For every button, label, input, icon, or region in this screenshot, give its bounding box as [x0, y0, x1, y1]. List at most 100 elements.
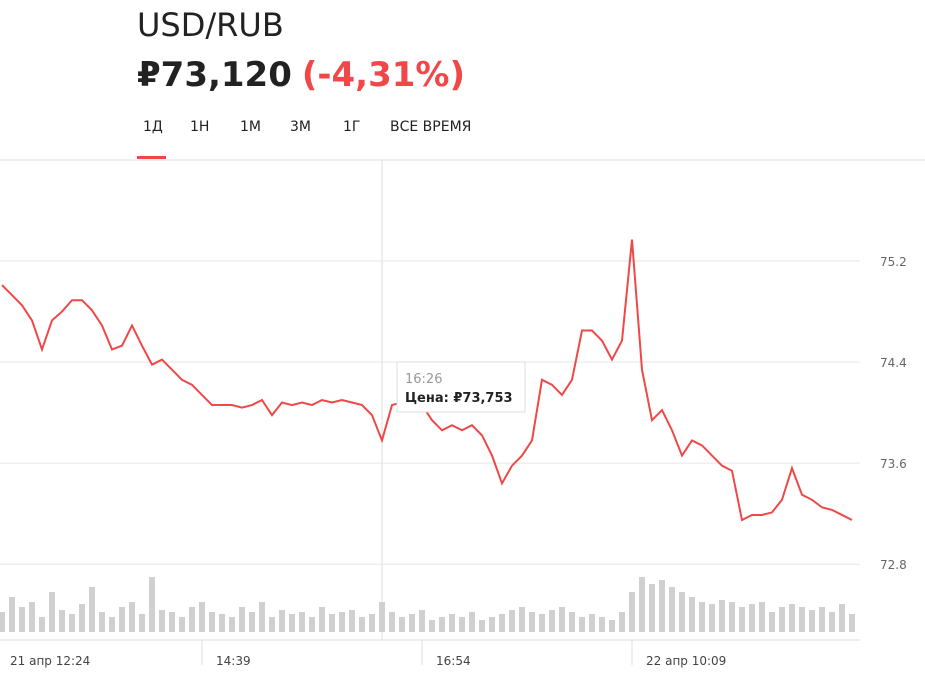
tooltip-price: Цена: ₽73,753	[405, 391, 513, 406]
volume-bar	[519, 607, 525, 632]
volume-bar	[59, 610, 65, 632]
price: ₽73,120 (-4,31%)	[137, 55, 465, 95]
volume-bar	[19, 607, 25, 632]
volume-bar	[279, 610, 285, 632]
volume-bar	[349, 610, 355, 632]
volume-bar	[129, 602, 135, 632]
volume-bar	[629, 592, 635, 632]
tooltip-time: 16:26	[405, 372, 442, 387]
volume-bar	[639, 577, 645, 632]
volume-bar	[9, 597, 15, 632]
volume-bar	[779, 607, 785, 632]
volume-bar	[459, 617, 465, 632]
volume-bar	[239, 607, 245, 632]
volume-bar	[99, 612, 105, 632]
volume-bar	[79, 604, 85, 632]
period-tab[interactable]: ВСЕ ВРЕМЯ	[390, 119, 471, 135]
volume-bar	[159, 610, 165, 632]
volume-bar	[709, 604, 715, 632]
price-change: (-4,31%)	[302, 55, 465, 95]
volume-bar	[669, 587, 675, 632]
active-tab-underline	[137, 156, 166, 159]
volume-bar	[49, 592, 55, 632]
period-tab[interactable]: 3М	[290, 119, 311, 135]
volume-bar	[539, 614, 545, 632]
volume-bar	[29, 602, 35, 632]
volume-bar	[739, 607, 745, 632]
volume-bar	[489, 617, 495, 632]
volume-bar	[819, 607, 825, 632]
period-tab[interactable]: 1Г	[343, 119, 360, 135]
y-tick-label: 72.8	[880, 558, 907, 572]
volume-bar	[229, 617, 235, 632]
volume-bar	[599, 617, 605, 632]
volume-bar	[809, 610, 815, 632]
volume-bar	[439, 617, 445, 632]
volume-bar	[569, 612, 575, 632]
volume-bar	[89, 587, 95, 632]
volume-bar	[829, 612, 835, 632]
volume-bar	[169, 612, 175, 632]
x-tick-label: 21 апр 12:24	[10, 654, 90, 668]
volume-bar	[339, 612, 345, 632]
price-value: ₽73,120	[137, 55, 292, 95]
volume-bar	[849, 614, 855, 632]
volume-bar	[199, 602, 205, 632]
tooltip: 16:26 Цена: ₽73,753	[396, 361, 526, 413]
volume-bar	[619, 612, 625, 632]
volume-bar	[0, 612, 5, 632]
volume-bar	[119, 607, 125, 632]
volume-bar	[69, 614, 75, 632]
volume-bar	[699, 602, 705, 632]
volume-bar	[729, 602, 735, 632]
pair-title: USD/RUB	[137, 6, 284, 44]
volume-bar	[589, 614, 595, 632]
volume-bar	[139, 614, 145, 632]
volume-bar	[749, 604, 755, 632]
volume-bar	[209, 612, 215, 632]
volume-bar	[109, 617, 115, 632]
volume-bar	[799, 607, 805, 632]
volume-bar	[379, 602, 385, 632]
volume-bar	[479, 620, 485, 632]
x-tick-label: 22 апр 10:09	[646, 654, 726, 668]
volume-bar	[399, 617, 405, 632]
volume-bar	[649, 584, 655, 632]
volume-bar	[289, 614, 295, 632]
period-tab[interactable]: 1Н	[190, 119, 209, 135]
y-tick-label: 74.4	[880, 356, 907, 370]
volume-bar	[409, 614, 415, 632]
volume-bar	[609, 620, 615, 632]
volume-bar	[389, 612, 395, 632]
volume-bar	[299, 612, 305, 632]
volume-bar	[329, 614, 335, 632]
volume-bar	[509, 610, 515, 632]
period-tab[interactable]: 1Д	[143, 119, 163, 135]
volume-bar	[449, 614, 455, 632]
period-tab[interactable]: 1М	[240, 119, 261, 135]
tooltip-box	[396, 361, 526, 413]
volume-bar	[429, 620, 435, 632]
volume-bar	[359, 617, 365, 632]
volume-bar	[659, 580, 665, 632]
volume-bar	[419, 610, 425, 632]
volume-bar	[769, 612, 775, 632]
volume-bar	[689, 597, 695, 632]
y-tick-label: 75.2	[880, 255, 907, 269]
volume-bar	[259, 602, 265, 632]
volume-bar	[179, 617, 185, 632]
volume-bar	[39, 617, 45, 632]
volume-bar	[839, 604, 845, 632]
volume-bar	[789, 604, 795, 632]
volume-bar	[249, 612, 255, 632]
volume-bar	[759, 602, 765, 632]
x-tick-label: 14:39	[216, 654, 251, 668]
volume-bar	[189, 607, 195, 632]
y-tick-label: 73.6	[880, 457, 907, 471]
volume-bar	[679, 592, 685, 632]
volume-bar	[219, 614, 225, 632]
volume-bar	[529, 612, 535, 632]
volume-bar	[269, 617, 275, 632]
volume-bar	[549, 610, 555, 632]
